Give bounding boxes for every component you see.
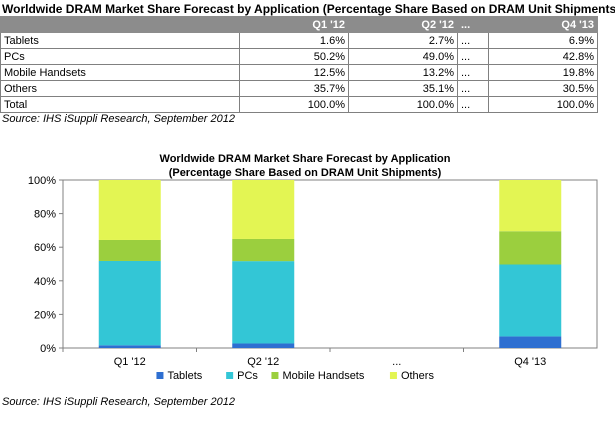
y-tick-label: 60% <box>34 242 56 254</box>
table-row-label: Others <box>0 80 240 97</box>
table-cell: 30.5% <box>488 80 598 97</box>
legend-swatch <box>156 372 164 379</box>
x-tick-label: Q4 '13 <box>514 356 546 368</box>
bar-segment <box>98 345 161 348</box>
x-tick-label: ... <box>392 356 401 368</box>
table-cell: 50.2% <box>239 48 349 65</box>
bar-segment <box>232 343 295 348</box>
bar-segment <box>98 180 161 240</box>
bar-segment <box>232 238 295 262</box>
y-tick-label: 40% <box>34 276 56 288</box>
table-cell: ... <box>457 48 489 65</box>
table-cell: ... <box>457 80 489 97</box>
table-row: Tablets 1.6% 2.7% ... 6.9% <box>0 32 598 49</box>
table-cell: ... <box>457 64 489 81</box>
table-row: Others 35.7% 35.1% ... 30.5% <box>0 80 598 97</box>
table-cell: 100.0% <box>239 96 349 113</box>
legend-label: PCs <box>237 370 258 382</box>
table-cell: 6.9% <box>488 32 598 49</box>
chart-title-line-1: Worldwide DRAM Market Share Forecast by … <box>160 153 451 165</box>
bar-segment <box>499 180 562 232</box>
bar-segment <box>232 261 295 344</box>
bar-segment <box>499 231 562 265</box>
table-cell: 2.7% <box>348 32 458 49</box>
table-cell: ... <box>457 96 489 113</box>
table-cell: 13.2% <box>348 64 458 81</box>
table-cell: 49.0% <box>348 48 458 65</box>
table-title: Worldwide DRAM Market Share Forecast by … <box>2 2 615 16</box>
table-row: Total 100.0% 100.0% ... 100.0% <box>0 96 598 113</box>
x-tick-label: Q1 '12 <box>114 356 146 368</box>
table-cell: 19.8% <box>488 64 598 81</box>
bar-segment <box>499 336 562 348</box>
table-header-cell: Q2 '12 <box>348 16 458 33</box>
y-tick-label: 0% <box>40 343 56 355</box>
legend-label: Mobile Handsets <box>282 370 364 382</box>
chart-title-line-2: (Percentage Share Based on DRAM Unit Shi… <box>169 167 442 179</box>
table-cell: 12.5% <box>239 64 349 81</box>
legend-label: Tablets <box>167 370 202 382</box>
table-header-cell: ... <box>457 16 489 33</box>
bar-segment <box>499 264 562 337</box>
table-cell: 35.1% <box>348 80 458 97</box>
table-header-cell <box>0 16 240 33</box>
table-row-label: Tablets <box>0 32 240 49</box>
y-tick-label: 100% <box>28 175 56 187</box>
table-header-row: Q1 '12 Q2 '12 ... Q4 '13 <box>0 16 598 33</box>
bar-segment <box>232 180 295 239</box>
y-tick-label: 20% <box>34 309 56 321</box>
source-note: Source: IHS iSuppli Research, September … <box>2 396 235 408</box>
legend-swatch <box>226 372 234 379</box>
table-row: PCs 50.2% 49.0% ... 42.8% <box>0 48 598 65</box>
table-cell: 1.6% <box>239 32 349 49</box>
bar-segment <box>98 260 161 346</box>
y-tick-label: 80% <box>34 209 56 221</box>
legend: Tablets PCs Mobile Handsets Others <box>156 370 434 382</box>
stacked-bar-chart: Worldwide DRAM Market Share Forecast by … <box>28 153 598 382</box>
bar-segment <box>98 239 161 261</box>
legend-swatch <box>271 372 279 379</box>
table-cell: 35.7% <box>239 80 349 97</box>
table-cell: 42.8% <box>488 48 598 65</box>
data-table: Q1 '12 Q2 '12 ... Q4 '13 Tablets 1.6% 2.… <box>0 16 598 113</box>
plot-area: 0% 20% 40% 60% 80% 100% Q1 '12 Q2 '12... Q4 '13 <box>28 175 598 368</box>
x-tick-label: Q2 '12 <box>247 356 279 368</box>
table-row: Mobile Handsets 12.5% 13.2% ... 19.8% <box>0 64 598 81</box>
source-note: Source: IHS iSuppli Research, September … <box>2 113 235 125</box>
table-row-label: Total <box>0 96 240 113</box>
table-cell: 100.0% <box>348 96 458 113</box>
legend-swatch <box>389 372 397 379</box>
table-cell: 100.0% <box>488 96 598 113</box>
table-header-cell: Q4 '13 <box>488 16 598 33</box>
table-row-label: PCs <box>0 48 240 65</box>
table-header-cell: Q1 '12 <box>239 16 349 33</box>
legend-label: Others <box>401 370 435 382</box>
table-row-label: Mobile Handsets <box>0 64 240 81</box>
table-cell: ... <box>457 32 489 49</box>
